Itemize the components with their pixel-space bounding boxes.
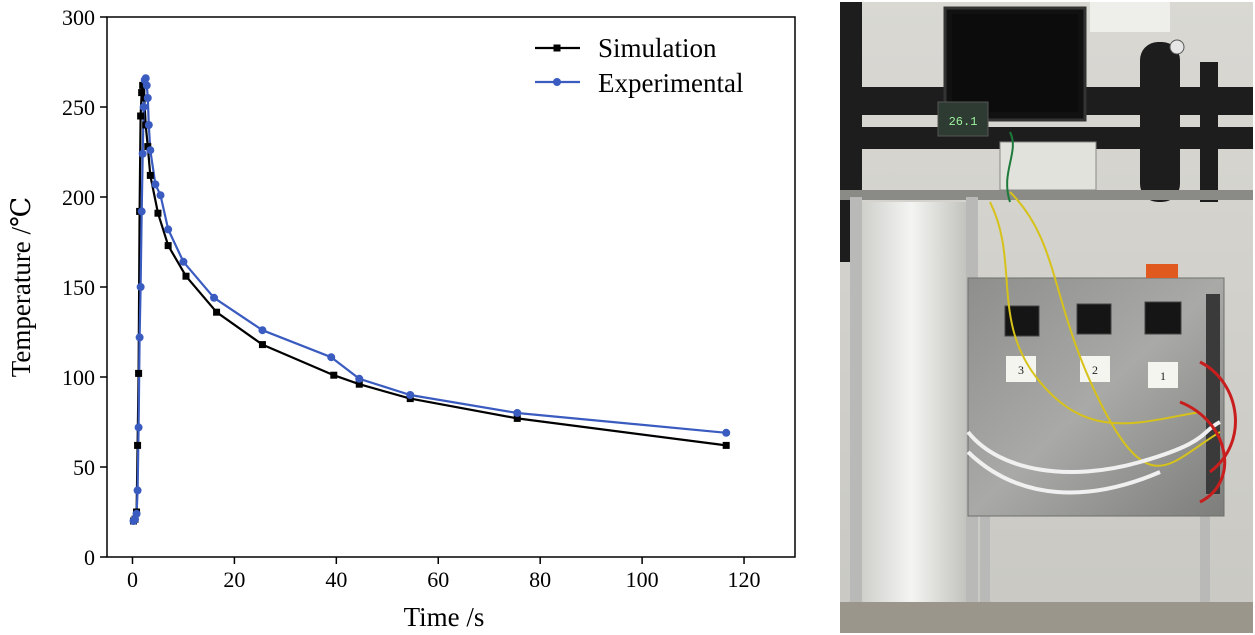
x-tick-label: 60 <box>427 567 449 592</box>
x-tick-label: 100 <box>626 567 659 592</box>
point-simulation <box>139 81 147 89</box>
point-simulation <box>164 242 172 250</box>
point-simulation <box>138 89 146 97</box>
x-axis-title: Time /s <box>404 602 485 632</box>
series-markers <box>129 74 731 525</box>
legend-marker-simulation <box>553 44 561 52</box>
point-simulation <box>135 369 143 377</box>
device-label-1: 1 <box>1160 369 1166 383</box>
y-tick-label: 200 <box>62 185 95 210</box>
point-experimental <box>135 333 144 342</box>
point-simulation <box>134 441 142 449</box>
x-tick-label: 80 <box>529 567 551 592</box>
point-experimental <box>258 326 267 335</box>
legend-marker-experimental <box>553 78 561 86</box>
x-tick-label: 20 <box>223 567 245 592</box>
wires <box>966 131 1237 504</box>
device-label-3: 3 <box>1018 363 1024 377</box>
x-tick-label: 120 <box>728 567 761 592</box>
display-reading: 26.1 <box>949 115 978 129</box>
point-experimental <box>722 428 731 437</box>
point-simulation <box>513 414 521 422</box>
temperature-chart: 0 20 40 60 80 100 120 0 50 100 150 200 250 300 Time … <box>6 5 796 632</box>
point-experimental <box>137 207 146 216</box>
legend: Simulation Experimental <box>535 33 743 98</box>
terminal-strip <box>1206 294 1220 494</box>
point-simulation <box>213 308 221 316</box>
y-tick-label: 0 <box>84 545 95 570</box>
point-simulation <box>355 380 363 388</box>
point-experimental <box>164 225 173 234</box>
point-experimental <box>132 509 141 518</box>
point-simulation <box>722 441 730 449</box>
monitor-screen <box>952 14 1078 112</box>
point-experimental <box>355 374 364 383</box>
point-experimental <box>133 486 142 495</box>
x-tick-label: 0 <box>127 567 138 592</box>
experimental-setup-photo: 26.1 3 2 1 <box>840 2 1253 633</box>
point-simulation <box>144 143 152 151</box>
point-experimental <box>156 191 165 200</box>
window <box>1090 2 1170 32</box>
y-tick-label: 300 <box>62 5 95 30</box>
point-experimental <box>327 353 336 362</box>
series-lines <box>132 77 727 522</box>
point-simulation <box>182 272 190 280</box>
device-label-2: 2 <box>1092 363 1098 377</box>
controllers <box>1004 301 1182 337</box>
point-experimental <box>406 391 415 399</box>
y-tick-label: 250 <box>62 95 95 120</box>
floor <box>840 602 1253 633</box>
point-experimental <box>151 180 160 189</box>
plot-frame <box>106 16 796 558</box>
plot-frame-group <box>106 16 796 558</box>
x-axis: 0 20 40 60 80 100 120 <box>127 557 761 592</box>
point-experimental <box>179 257 188 266</box>
device-labels: 3 2 1 <box>1006 356 1178 388</box>
point-simulation <box>146 171 154 179</box>
multimeter <box>999 141 1097 191</box>
point-simulation <box>154 209 162 217</box>
y-axis: 0 50 100 150 200 250 300 <box>62 5 107 570</box>
orange-connector <box>1146 264 1178 278</box>
point-experimental <box>141 74 150 83</box>
legend-label-experimental: Experimental <box>598 68 743 98</box>
point-experimental <box>142 81 151 90</box>
point-experimental <box>139 103 148 111</box>
y-axis-title: Temperature /℃ <box>6 197 36 377</box>
point-experimental <box>143 94 152 102</box>
point-experimental <box>146 146 155 155</box>
y-tick-label: 50 <box>73 455 95 480</box>
temperature-display <box>937 101 989 137</box>
x-tick-label: 40 <box>325 567 347 592</box>
point-simulation <box>258 341 266 349</box>
point-simulation <box>330 371 338 379</box>
shelf <box>840 190 1253 200</box>
point-experimental <box>136 283 145 291</box>
pressure-gauge <box>1169 39 1185 55</box>
point-experimental <box>134 423 143 432</box>
point-experimental <box>144 121 153 129</box>
y-tick-label: 100 <box>62 365 95 390</box>
point-experimental <box>210 293 219 302</box>
insulated-cylinder <box>862 202 972 633</box>
legend-label-simulation: Simulation <box>598 33 717 63</box>
y-tick-label: 150 <box>62 275 95 300</box>
series-line-experimental <box>132 77 727 522</box>
point-experimental <box>138 149 147 158</box>
point-simulation <box>137 112 145 120</box>
point-experimental <box>513 409 522 417</box>
